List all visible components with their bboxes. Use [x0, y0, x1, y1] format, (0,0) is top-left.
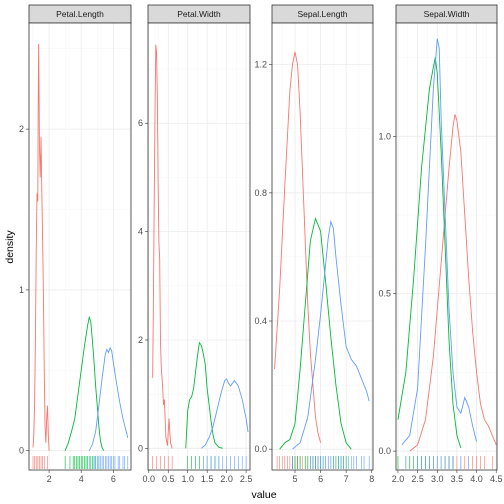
x-tick-label: 6 — [111, 474, 116, 484]
y-tick-label: 0.0 — [378, 446, 391, 456]
facet-panels: Petal.Length 2 4 6 0 1 2 Petal.Width 0.0 0.5 1.0 1.… — [19, 4, 503, 484]
x-tick-label: 2.5 — [240, 474, 253, 484]
density-curve-series-2 — [185, 341, 223, 449]
density-curve-series-2 — [279, 216, 352, 450]
facet-title: Petal.Length — [56, 9, 104, 19]
y-tick-label: 1.2 — [254, 60, 267, 70]
panel-petal-width: Petal.Width 0.0 0.5 1.0 1.5 2.0 2.5 0 2 4 6 — [138, 4, 253, 484]
y-tick-label: 0 — [138, 443, 143, 453]
density-curve-series-1 — [274, 51, 322, 443]
x-tick-label: 1.0 — [181, 474, 194, 484]
y-tick-label: 4 — [138, 227, 143, 237]
x-tick-label: 2.5 — [411, 474, 424, 484]
density-curve-series-3 — [201, 378, 249, 449]
x-tick-label: 0.0 — [143, 474, 156, 484]
x-tick-label: 6 — [318, 474, 323, 484]
x-tick-label: 0.5 — [162, 474, 175, 484]
x-tick-label: 2.0 — [392, 474, 405, 484]
y-tick-label: 1.0 — [378, 131, 391, 141]
x-tick-label: 7 — [344, 474, 349, 484]
panel-border — [28, 22, 132, 471]
density-curve-series-2 — [397, 57, 462, 449]
x-tick-label: 4 — [79, 474, 84, 484]
y-tick-label: 0.5 — [378, 289, 391, 299]
y-tick-label: 1 — [19, 285, 24, 295]
x-tick-label: 3.0 — [431, 474, 444, 484]
panel-sepal-length: Sepal.Length 5 6 7 8 0.0 0.4 0.8 1.2 — [254, 4, 374, 484]
facet-title: Petal.Width — [177, 9, 221, 19]
panel-background — [29, 23, 131, 470]
panel-background — [148, 23, 250, 470]
y-tick-label: 0.4 — [254, 316, 267, 326]
x-tick-label: 2 — [47, 474, 52, 484]
panel-petal-length: Petal.Length 2 4 6 0 1 2 — [19, 4, 132, 484]
panel-sepal-width: Sepal.Width 2.0 2.5 3.0 3.5 4.0 4.5 0.0 0.5 1.0 — [378, 4, 503, 484]
x-tick-label: 4.0 — [470, 474, 483, 484]
y-tick-label: 2 — [19, 124, 24, 134]
y-tick-label: 0.8 — [254, 188, 267, 198]
x-tick-label: 8 — [369, 474, 374, 484]
panel-border — [147, 22, 251, 471]
x-tick-label: 2.0 — [220, 474, 233, 484]
density-curve-series-2 — [64, 315, 105, 451]
facet-title: Sepal.Width — [424, 9, 470, 19]
density-curve-series-3 — [292, 219, 370, 450]
x-tick-label: 5 — [293, 474, 298, 484]
y-tick-label: 6 — [138, 118, 143, 128]
density-curve-series-1 — [409, 114, 497, 452]
panel-border — [395, 22, 498, 471]
y-tick-label: 0 — [19, 446, 24, 456]
panel-border — [271, 22, 374, 471]
x-axis-title: value — [251, 489, 276, 501]
density-curve-series-3 — [88, 346, 129, 451]
density-curve-series-3 — [401, 38, 477, 446]
facet-title: Sepal.Length — [297, 9, 347, 19]
x-tick-label: 3.5 — [451, 474, 464, 484]
x-tick-label: 1.5 — [201, 474, 214, 484]
x-tick-label: 4.5 — [490, 474, 503, 484]
y-tick-label: 2 — [138, 335, 143, 345]
y-tick-label: 0.0 — [254, 444, 267, 454]
y-axis-title: density — [4, 230, 16, 264]
density-curve-series-1 — [32, 43, 50, 451]
density-curve-series-1 — [152, 44, 173, 449]
